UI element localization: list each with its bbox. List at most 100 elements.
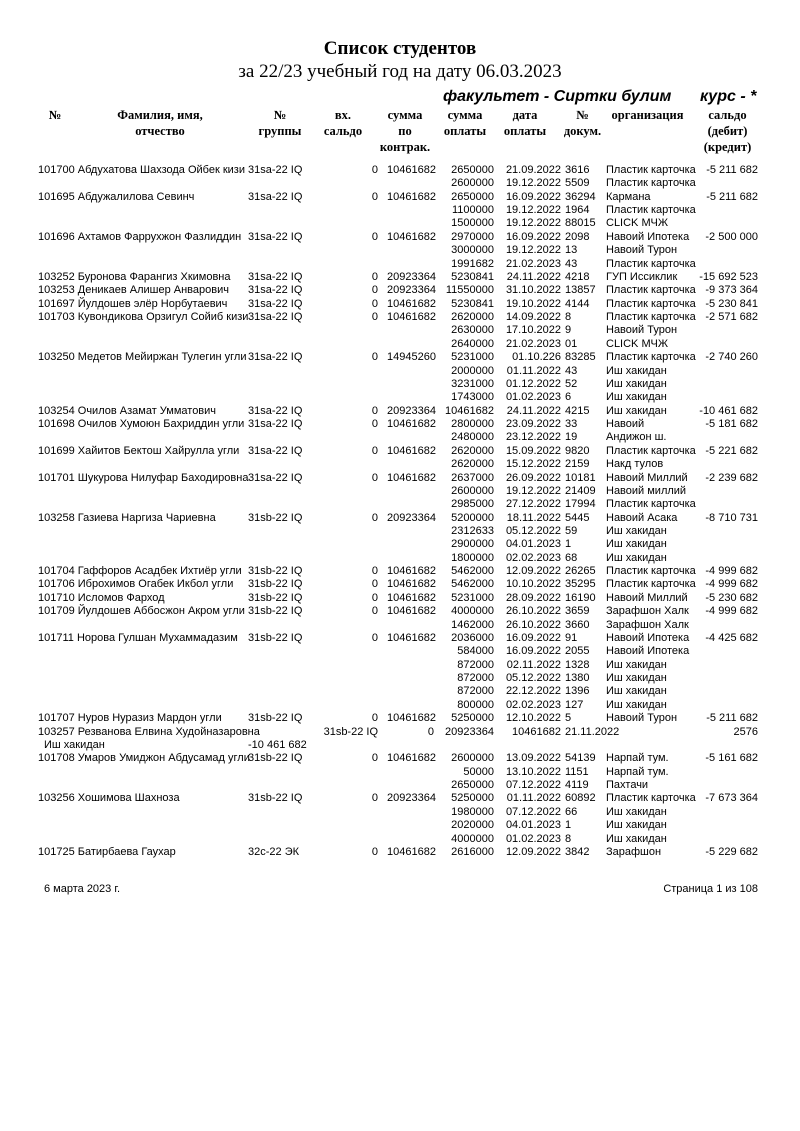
payment-doc-number: 13 [565,244,578,257]
student-saldo: -4 999 682 [705,578,758,591]
payment-date: 21.11.2022 [565,725,620,738]
student-vx-saldo: 0 [371,752,378,765]
payment-org: CLICK МЧЖ [606,337,668,350]
payment-date: 23.12.2022 [505,431,561,444]
payment-date: 12.09.2022 [505,565,561,578]
payment-doc-number: 60892 [565,792,596,805]
payment-doc-number: 3842 [565,845,590,858]
payment-sum: 2650000 [451,190,494,203]
payment-sum: 2620000 [451,444,494,457]
payment-org: Пластик карточка [606,444,696,457]
payment-org: Кармана [606,190,651,203]
payment-sum: 2616000 [451,845,494,858]
payment-sum: 2800000 [451,418,494,431]
student-vx-saldo: 0 [427,725,434,738]
payment-sum: 1100000 [451,204,494,217]
payment-org: Иш хакидан [606,698,667,711]
payment-date: 19.12.2022 [505,177,561,190]
payment-extra: -10 461 682 [248,738,307,751]
payment-date: 22.12.2022 [505,685,561,698]
header-contract: сумма по контрак. [379,108,431,154]
student-contract-sum: 10461682 [387,311,436,324]
student-vx-saldo: 0 [371,444,378,457]
student-vx-saldo: 0 [371,190,378,203]
payment-sum: 1462000 [451,618,494,631]
payment-org: Зарафшон [606,845,662,858]
payment-date: 01.02.2023 [505,391,561,404]
faculty-label: факультет - Сиртки булим [443,88,672,105]
payment-org: Навоий Ипотека [606,230,690,243]
footer-date: 6 марта 2023 г. [44,883,121,895]
student-group: 31sb-22 IQ [323,725,378,738]
payment-doc-number: 43 [565,364,578,377]
payment-sum: 5250000 [451,792,494,805]
student-name: 101701 Шукурова Нилуфар Баходировна [38,471,249,484]
student-group: 31sa-22 IQ [248,418,303,431]
student-contract-sum: 10461682 [387,230,436,243]
student-group: 31sa-22 IQ [248,297,303,310]
payment-date: 19.12.2022 [505,204,561,217]
payment-sum: 872000 [457,658,494,671]
student-saldo: -4 999 682 [705,565,758,578]
payment-sum: 3231000 [451,377,494,390]
student-group: 31sa-22 IQ [248,351,303,364]
payment-sum: 1980000 [451,805,494,818]
payment-doc-number: 59 [565,524,578,537]
payment-org: Нарпай тум. [606,752,669,765]
payment-sum: 5230841 [451,297,494,310]
student-contract-sum: 10461682 [387,712,436,725]
student-vx-saldo: 0 [371,631,378,644]
payment-org: Иш хакидан [606,391,667,404]
student-saldo: -5 230 682 [705,591,758,604]
payment-org: Пластик карточка [606,177,696,190]
payment-org: Иш хакидан [606,551,667,564]
payment-sum: 2620000 [451,458,494,471]
payment-date: 05.12.2022 [505,524,561,537]
header-num: № [48,108,62,122]
payment-date: 28.09.2022 [505,591,561,604]
payment-org: Навоий Ипотека [606,631,690,644]
payment-doc-number: 68 [565,551,578,564]
payment-date: 16.09.2022 [505,631,561,644]
payment-org: Пластик карточка [606,498,696,511]
payment-org: Навоий Турон [606,712,678,725]
payment-doc-number: 26265 [565,565,596,578]
payment-date: 13.10.2022 [505,765,561,778]
student-saldo: -7 673 364 [705,792,758,805]
student-saldo: -5 181 682 [705,418,758,431]
student-name: 101725 Батирбаева Гаухар [38,845,176,858]
student-group: 31sb-22 IQ [248,511,303,524]
payment-sum: 2600000 [451,177,494,190]
student-contract-sum: 10461682 [387,605,436,618]
student-group: 31sb-22 IQ [248,631,303,644]
student-name: 101711 Норова Гулшан Мухаммадазим [38,631,238,644]
student-name: 101696 Ахтамов Фаррухжон Фазлиддин [38,230,242,243]
payment-sum: 1743000 [451,391,494,404]
payment-org: Иш хакидан [606,685,667,698]
student-contract-sum: 14945260 [387,351,436,364]
payment-doc-number: 4218 [565,270,590,283]
student-name: 101695 Абдужалилова Севинч [38,190,195,203]
payment-doc-number: 1380 [565,672,590,685]
payment-sum: 1991682 [451,257,494,270]
student-vx-saldo: 0 [371,792,378,805]
payment-doc-number: 5509 [565,177,590,190]
payment-date: 23.09.2022 [505,418,561,431]
student-name: 101699 Хайитов Бектош Хайрулла угли [38,444,240,457]
payment-sum: 872000 [457,672,494,685]
payment-org: Иш хакидан [44,738,105,751]
payment-doc-number: 33 [565,418,578,431]
student-saldo: 2576 [733,725,758,738]
student-contract-sum: 20923364 [387,511,436,524]
student-contract-sum: 20923364 [387,284,436,297]
payment-date: 04.01.2023 [505,819,561,832]
student-saldo: -5 161 682 [705,752,758,765]
payment-sum: 2985000 [451,498,494,511]
payment-doc-number: 5 [565,712,572,725]
student-group: 31sa-22 IQ [248,284,303,297]
student-group: 31sb-22 IQ [248,591,303,604]
student-name: 101703 Кувондикова Орзигул Сойиб кизи [38,311,249,324]
payment-org: Иш хакидан [606,658,667,671]
student-saldo: -4 425 682 [705,631,758,644]
payment-doc-number: 88015 [565,217,596,230]
